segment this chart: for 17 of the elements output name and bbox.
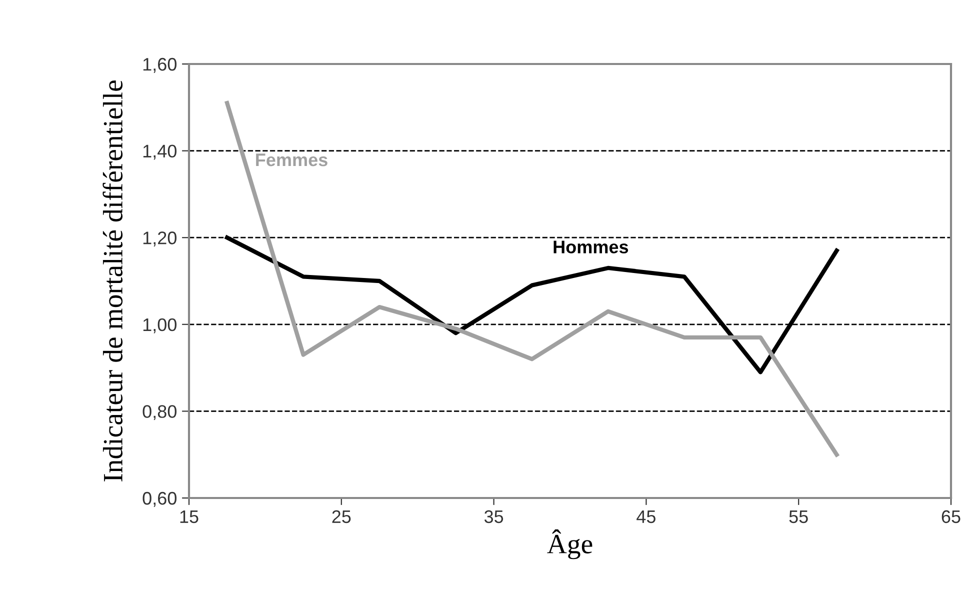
y-tick-label: 1,00 (143, 318, 176, 334)
x-tick-label: 65 (942, 510, 960, 524)
series-label: Femmes (256, 154, 328, 166)
y-tick-label: 0,60 (142, 492, 176, 507)
x-tick-label: 45 (636, 510, 656, 524)
y-tick-label: 1,60 (143, 58, 176, 73)
line-series (225, 100, 839, 457)
series-label: Hommes (554, 240, 628, 254)
y-axis-title: Indicateur de mortalité différentielle (102, 80, 123, 482)
y-tick-label: 0,80 (142, 405, 176, 420)
x-tick-label: 15 (180, 510, 198, 524)
x-tick-label: 35 (484, 510, 504, 524)
x-tick-label: 55 (789, 510, 808, 524)
y-tick-label: 1,40 (143, 144, 176, 160)
y-tick-label: 1,20 (143, 232, 176, 246)
x-axis-title: Âge (547, 529, 592, 560)
x-tick-label: 25 (332, 510, 351, 524)
